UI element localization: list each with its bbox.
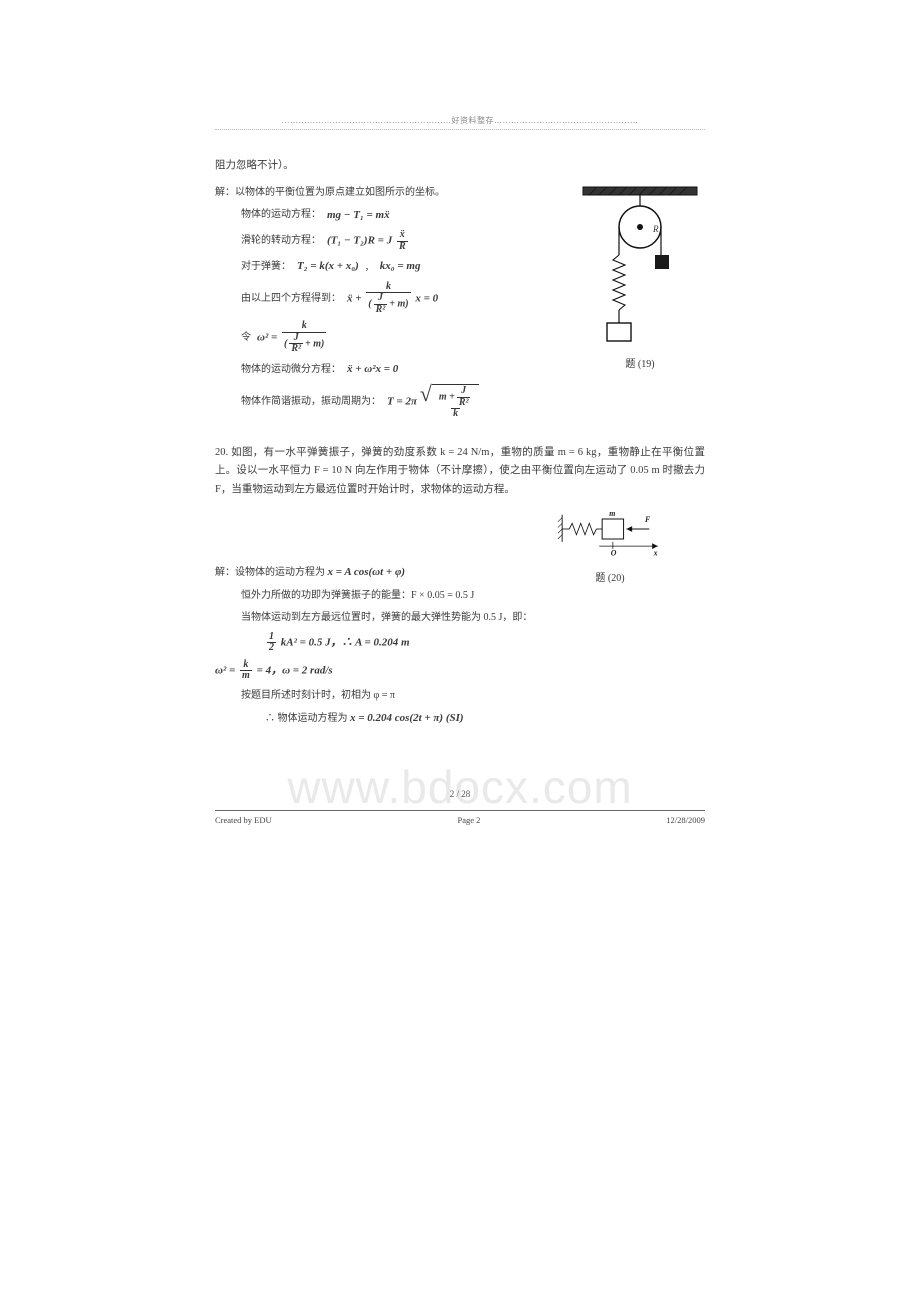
eq1-math: mg − T₁ = mẍ bbox=[327, 207, 390, 225]
solution-19: 解：以物体的平衡位置为原点建立如图所示的坐标。 物体的运动方程： mg − T₁… bbox=[215, 185, 705, 420]
eq6-label: 物体作简谐振动，振动周期为： bbox=[241, 394, 381, 410]
eq3a-math: T₂ = k(x + x₀) bbox=[297, 258, 359, 276]
svg-text:O: O bbox=[611, 548, 617, 557]
omega-math: ω² = k (JR²+ m) bbox=[257, 321, 328, 355]
page-header: ……………………………………………………好资料整存………………………………………… bbox=[215, 115, 705, 130]
fig20-caption: 题 (20) bbox=[535, 571, 685, 587]
eq1-label: 物体的运动方程： bbox=[241, 207, 321, 223]
solution-20: m F O x 题 (20) 解：设物体的运动方程为 x = A cos(ωt … bbox=[215, 509, 705, 727]
eq3-label: 对于弹簧： bbox=[241, 259, 291, 275]
ling-label: 令 bbox=[241, 330, 251, 346]
eq4-math: ẍ + k (JR²+ m) x = 0 bbox=[347, 282, 438, 316]
eq4-label: 由以上四个方程得到： bbox=[241, 291, 341, 307]
figure-20: m F O x 题 (20) bbox=[535, 509, 685, 587]
figure-19: R 题 (19) bbox=[575, 185, 705, 373]
sol20-omega: ω² = km = 4，ω = 2 rad/s bbox=[215, 660, 333, 682]
sol20-line6: 按题目所述时刻计时，初相为 φ = π bbox=[241, 688, 395, 704]
period-math: T = 2π √ m +JR² k bbox=[387, 384, 479, 420]
fig19-caption: 题 (19) bbox=[575, 357, 705, 373]
eq3b-math: kx₀ = mg bbox=[380, 258, 421, 276]
svg-text:R: R bbox=[652, 224, 659, 234]
svg-text:F: F bbox=[645, 515, 651, 524]
svg-text:x: x bbox=[653, 548, 658, 557]
sol20-line2: 恒外力所做的功即为弹簧振子的能量：F × 0.05 = 0.5 J bbox=[241, 588, 474, 604]
coord-label: 解：以物体的平衡位置为原点建立如图所示的坐标。 bbox=[215, 185, 445, 201]
document-page: ……………………………………………………好资料整存………………………………………… bbox=[215, 115, 705, 827]
sol20-line3: 当物体运动到左方最远位置时，弹簧的最大弹性势能为 0.5 J，即： bbox=[241, 610, 532, 626]
footer-left: Created by EDU bbox=[215, 814, 272, 828]
sol20-line7: ∴ 物体运动方程为 x = 0.204 cos(2t + π) (SI) bbox=[265, 710, 464, 728]
pulley-diagram-icon: R bbox=[575, 185, 705, 345]
footer-center: Page 2 bbox=[458, 814, 481, 828]
sol20-line1: 解：设物体的运动方程为 x = A cos(ωt + φ) bbox=[215, 564, 405, 582]
intro-line: 阻力忽略不计）。 bbox=[215, 158, 705, 175]
sol20-energy-eq: 12 kA² = 0.5 J，∴ A = 0.204 m bbox=[265, 632, 410, 654]
spring-mass-diagram-icon: m F O x bbox=[535, 509, 685, 559]
eq5-label: 物体的运动微分方程： bbox=[241, 362, 341, 378]
problem-20-text: 20. 如图，有一水平弹簧振子，弹簧的劲度系数 k = 24 N/m，重物的质量… bbox=[215, 444, 705, 499]
eq5-math: ẍ + ω²x = 0 bbox=[347, 361, 398, 379]
eq2-math: (T₁ − T₂)R = J ẍR bbox=[327, 230, 410, 252]
page-footer: Created by EDU Page 2 12/28/2009 bbox=[215, 810, 705, 828]
page-number: 2 / 28 bbox=[215, 787, 705, 801]
footer-right: 12/28/2009 bbox=[666, 814, 705, 828]
eq2-label: 滑轮的转动方程： bbox=[241, 233, 321, 249]
svg-text:m: m bbox=[609, 509, 615, 518]
